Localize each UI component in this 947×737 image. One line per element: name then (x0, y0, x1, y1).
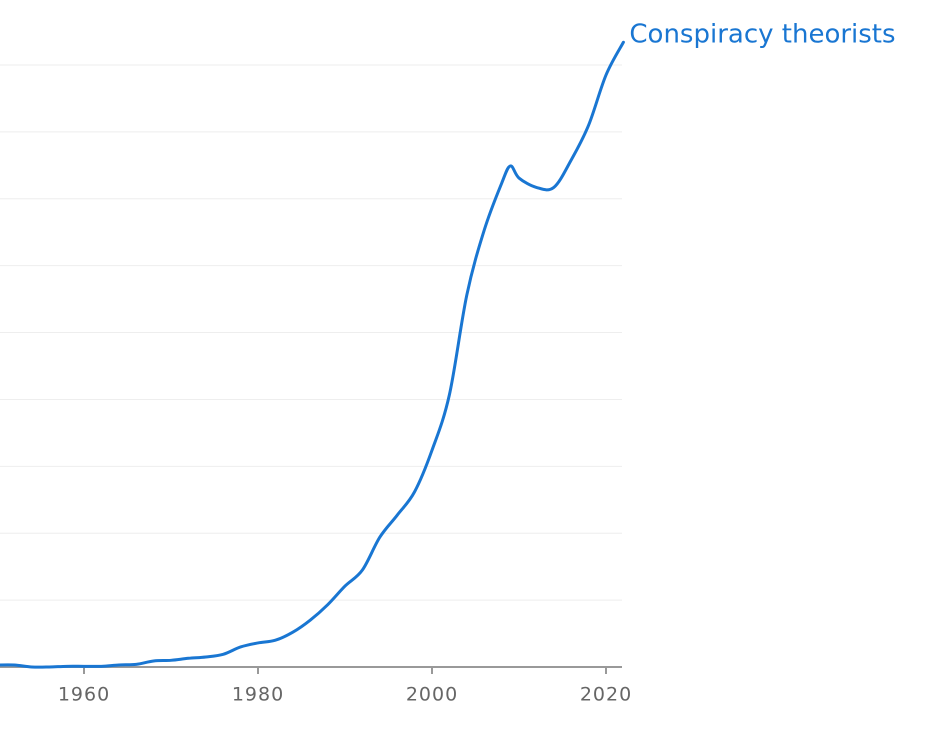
series-line (0, 40, 625, 669)
x-tick-label: 1960 (58, 684, 110, 706)
x-tick-label: 1980 (232, 684, 284, 706)
x-tick-label: 2000 (406, 684, 458, 706)
x-tick-label: 2020 (580, 684, 632, 706)
series-label: Conspiracy theorists (629, 20, 895, 50)
